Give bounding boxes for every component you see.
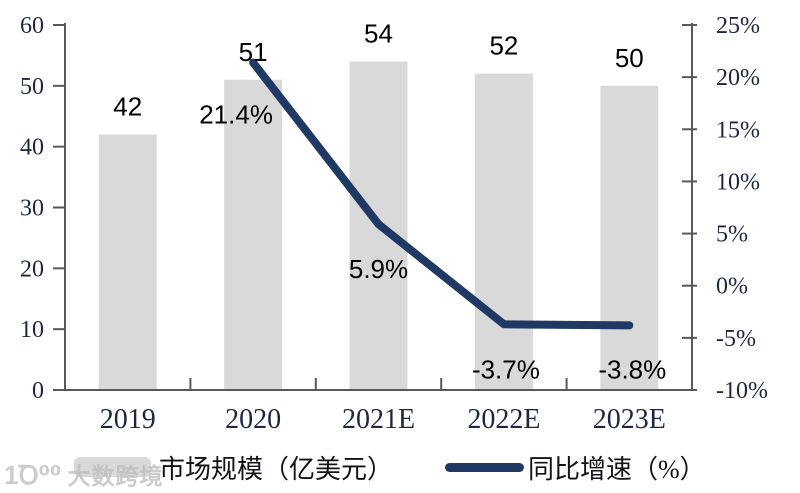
watermark-logo-icon: 1Ꝺ⁰⁰ — [4, 460, 62, 490]
legend-item-growth-rate: 同比增速（%） — [445, 454, 706, 484]
legend-line-swatch — [445, 462, 524, 472]
bar-2020 — [224, 79, 283, 390]
left-axis-label-0: 0 — [32, 378, 44, 404]
left-axis-label-30: 30 — [20, 196, 44, 222]
legend-item-market-size: 市场规模（亿美元） — [74, 454, 393, 484]
right-axis-label--10%: -10% — [716, 378, 768, 404]
left-axis-label-10: 10 — [20, 317, 44, 343]
legend-bar-swatch — [74, 457, 151, 477]
left-axis-label-50: 50 — [20, 74, 44, 100]
x-axis-label-2023E: 2023E — [593, 404, 666, 435]
left-axis-label-60: 60 — [20, 13, 44, 39]
x-axis-label-2020: 2020 — [225, 404, 281, 435]
line-value-label-2020: 21.4% — [199, 100, 273, 130]
right-axis-label-25%: 25% — [716, 13, 760, 39]
x-axis-label-2021E: 2021E — [342, 404, 415, 435]
bar-value-label-2022E: 52 — [489, 31, 518, 61]
combo-chart: 60 50 40 30 20 10 0 25% 20% 15% 10% 5% 0% -5% -10% 2019… — [20, 13, 768, 435]
x-axis-label-2019: 2019 — [100, 404, 156, 435]
bar-2019 — [98, 134, 157, 390]
right-axis-label-20%: 20% — [716, 65, 760, 91]
bar-value-label-2023E: 50 — [615, 43, 644, 73]
legend-label-market-size: 市场规模（亿美元） — [159, 454, 394, 484]
legend-label-growth-rate: 同比增速（%） — [528, 454, 706, 484]
bar-2023E — [600, 85, 659, 390]
bar-value-label-2019: 42 — [113, 92, 142, 122]
right-axis-label-10%: 10% — [716, 169, 760, 195]
right-axis-label--5%: -5% — [716, 326, 756, 352]
left-axis-label-20: 20 — [20, 256, 44, 282]
left-axis-label-40: 40 — [20, 135, 44, 161]
line-value-label-2023E: -3.8% — [598, 354, 666, 384]
bar-2022E — [474, 73, 533, 391]
bar-value-label-2021E: 54 — [364, 19, 393, 49]
right-axis-label-5%: 5% — [716, 222, 748, 248]
right-axis-label-15%: 15% — [716, 117, 760, 143]
right-axis-label-0%: 0% — [716, 274, 748, 300]
line-value-label-2022E: -3.7% — [472, 354, 540, 384]
line-value-label-2021E: 5.9% — [349, 254, 408, 284]
x-axis-label-2022E: 2022E — [467, 404, 540, 435]
bar-value-label-2020: 51 — [239, 37, 268, 67]
growth-line — [249, 58, 634, 330]
